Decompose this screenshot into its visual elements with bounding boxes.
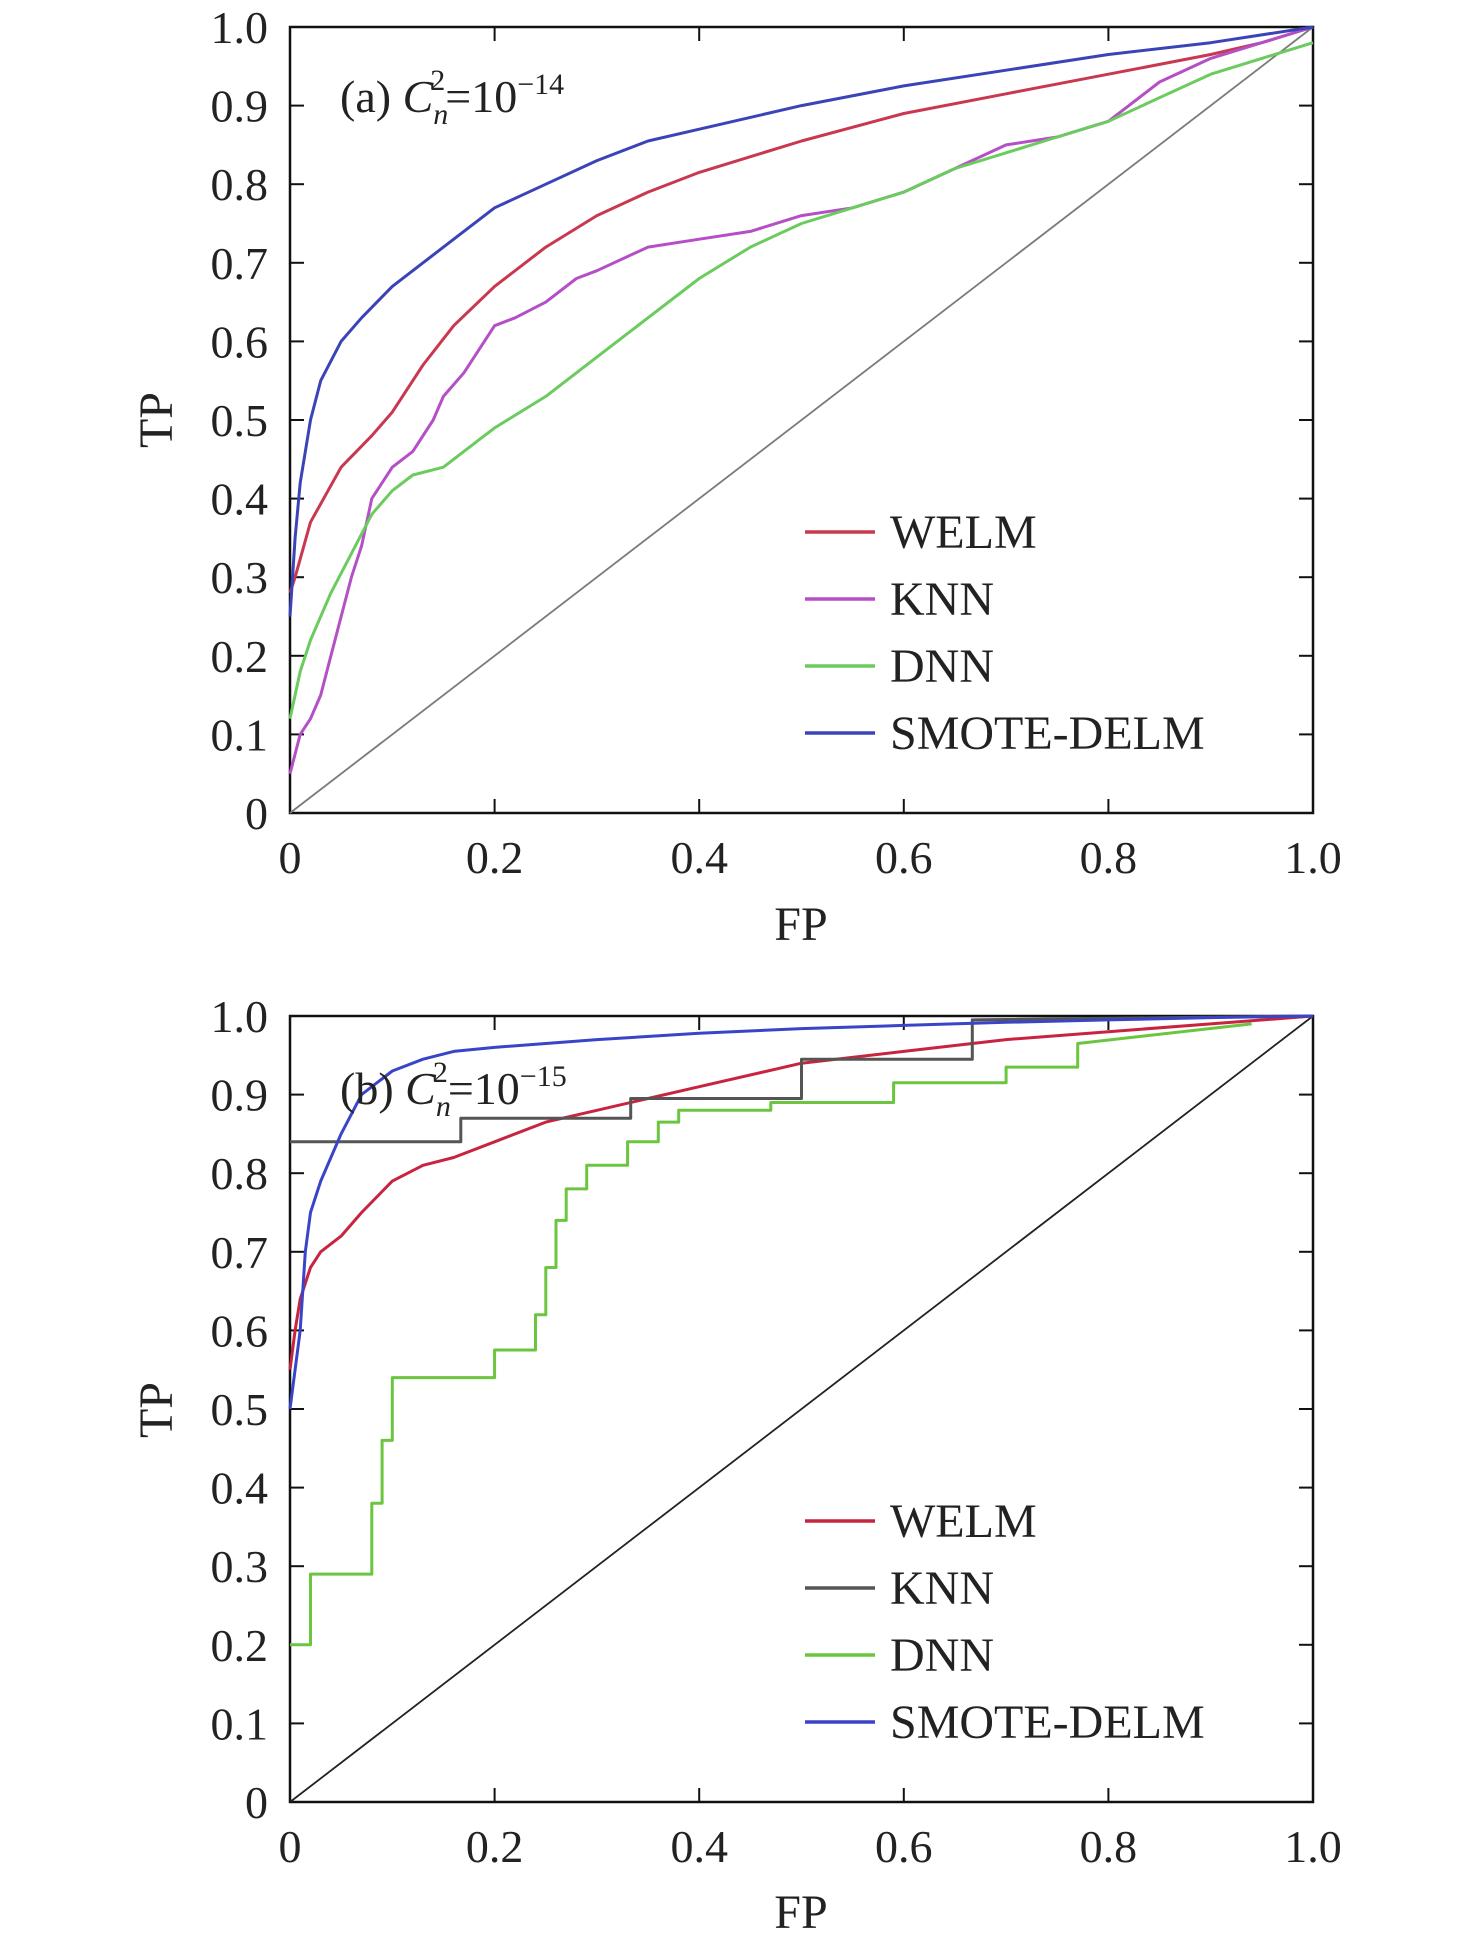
y-tick-label: 0 [245, 788, 268, 839]
x-tick-label: 0.6 [875, 1821, 933, 1872]
panel-a: 00.10.20.30.40.50.60.70.80.91.0 0 0.2 0.4 0… [130, 2, 1342, 951]
legend-label-smote-delm: SMOTE-DELM [890, 707, 1205, 760]
panel-label-a: (a) Cn2=10−14 [340, 64, 564, 131]
legend-label-dnn: DNN [890, 1629, 994, 1682]
x-tick-label: 0.2 [466, 832, 524, 883]
y-tick-label: 0.3 [211, 552, 269, 603]
y-tick-label: 0 [245, 1777, 268, 1828]
y-tick-label: 0.1 [211, 709, 269, 760]
y-tick-label: 0.2 [211, 631, 269, 682]
x-tick-label: 0.8 [1080, 1821, 1138, 1872]
series-line-smote-delm [288, 1014, 1314, 1410]
y-tick-label: 1.0 [211, 991, 269, 1042]
x-tick-label: 0.8 [1080, 832, 1138, 883]
legend-b: WELM KNN DNN SMOTE-DELM [805, 1495, 1205, 1749]
y-axis-label-b: TP [130, 1382, 183, 1438]
x-axis-label-a: FP [774, 898, 827, 951]
x-tick-labels-a: 0 0.2 0.4 0.6 0.8 1.0 [279, 832, 1342, 883]
y-tick-label: 0.8 [211, 1148, 269, 1199]
legend-label-knn: KNN [890, 573, 994, 626]
y-tick-label: 0.6 [211, 1305, 269, 1356]
y-tick-label: 0.9 [211, 81, 269, 132]
reference-line-a [289, 26, 1314, 814]
y-tick-label: 0.4 [211, 1463, 269, 1514]
legend-a: WELM KNN DNN SMOTE-DELM [805, 506, 1205, 760]
y-tick-label: 0.3 [211, 1541, 269, 1592]
x-tick-label: 0.4 [670, 832, 728, 883]
ticks-b [289, 1015, 1314, 1803]
y-tick-label: 0.6 [211, 316, 269, 367]
y-tick-label: 0.1 [211, 1698, 269, 1749]
x-tick-label: 0.6 [875, 832, 933, 883]
x-tick-label: 1.0 [1284, 832, 1342, 883]
x-tick-label: 0 [279, 1821, 302, 1872]
series-line-knn [288, 25, 1314, 775]
y-tick-label: 0.5 [211, 395, 269, 446]
panel-label-b: (b) Cn2=10−15 [340, 1056, 567, 1123]
y-tick-label: 0.8 [211, 159, 269, 210]
x-tick-label: 0 [279, 832, 302, 883]
legend-label-knn: KNN [890, 1562, 994, 1615]
x-tick-label: 1.0 [1284, 1821, 1342, 1872]
series-line-dnn [290, 1022, 1252, 1647]
y-tick-label: 1.0 [211, 2, 269, 53]
series-group-a [288, 25, 1314, 775]
x-tick-labels-b: 0 0.2 0.4 0.6 0.8 1.0 [279, 1821, 1342, 1872]
legend-label-welm: WELM [890, 506, 1037, 559]
x-tick-label: 0.4 [670, 1821, 728, 1872]
y-tick-labels-b: 0 0.1 0.2 0.3 0.4 0.5 0.6 0.7 0.8 0.9 1.0 [211, 991, 269, 1828]
legend-label-welm: WELM [890, 1495, 1037, 1548]
series-group-b [288, 1014, 1314, 1647]
y-tick-labels-a: 0 0.1 0.2 0.3 0.4 0.5 0.6 0.7 0.8 0.9 1.0 [211, 2, 269, 839]
y-tick-label: 0.2 [211, 1620, 269, 1671]
series-line-smote-delm [288, 25, 1314, 617]
series-line-dnn [288, 41, 1314, 720]
x-axis-label-b: FP [774, 1886, 827, 1939]
panel-b: 00.10.20.30.40.50.60.70.80.91.0 0 0.2 0.4 0… [130, 991, 1342, 1939]
y-tick-label: 0.7 [211, 1227, 269, 1278]
y-tick-label: 0.9 [211, 1070, 269, 1121]
x-tick-label: 0.2 [466, 1821, 524, 1872]
reference-line-b [289, 1015, 1314, 1803]
diagonal-reference-line [289, 26, 1314, 814]
y-tick-label: 0.4 [211, 474, 269, 525]
y-tick-label: 0.7 [211, 238, 269, 289]
diagonal-reference-line [289, 1015, 1314, 1803]
series-line-welm [288, 25, 1314, 594]
legend-label-smote-delm: SMOTE-DELM [890, 1696, 1205, 1749]
y-axis-label-a: TP [130, 392, 183, 448]
legend-label-dnn: DNN [890, 640, 994, 693]
series-line-knn [290, 1014, 1314, 1144]
y-tick-label: 0.5 [211, 1384, 269, 1435]
